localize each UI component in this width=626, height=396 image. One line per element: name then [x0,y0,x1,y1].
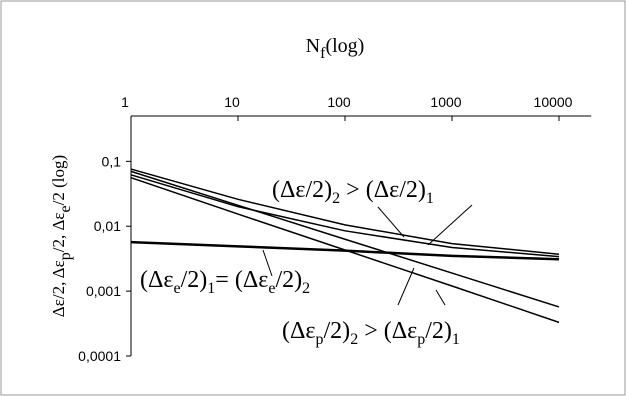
label: Δε/2, Δεp/2, Δεe/2 (log) [49,155,74,317]
x-tick-label: 1 [121,94,129,110]
y-tick-label: 0,0001 [78,348,121,364]
subscript: 2 [332,190,340,207]
subscript: f [320,45,326,62]
subscript: 2 [350,331,358,348]
label-part: > (Δε/2) [340,177,426,203]
x-tick-label: 100 [327,94,351,110]
line [130,174,560,258]
label-part: (Δε/2) [272,177,332,203]
subscript: e [57,205,74,212]
label-part: Δε/2, Δε [49,260,68,317]
x-tick-label: 1000 [430,94,461,110]
label-part: = (Δε [215,267,268,293]
label: (Δεp/2)2 > (Δεp/2)1 [282,318,460,348]
label: (Δε/2)2 > (Δε/2)1 [272,177,434,207]
label-part: (log) [325,35,364,57]
x-tick-label: 10 [224,94,240,110]
label-part: /2, Δε [49,212,68,252]
subscript: p [316,331,324,348]
subscript: 1 [452,331,460,348]
label: (Δεe/2)1= (Δεe/2)2 [140,267,310,297]
x-tick-label: 10000 [534,94,573,110]
label-part: (Δε [282,318,316,344]
line [130,168,560,255]
subscript: 1 [207,280,215,297]
subscript: 2 [302,280,310,297]
subscript: p [57,252,74,260]
label: Nf(log) [306,35,365,62]
subscript: e [174,280,181,297]
y-tick-label: 0,1 [102,153,122,169]
label-part: /2) [425,318,452,344]
label-part: N [306,35,320,57]
line [130,170,560,308]
subscript: e [268,280,275,297]
label-part: > (Δε [358,318,417,344]
label-part: /2) [275,267,302,293]
label-part: (Δε [140,267,174,293]
line [130,176,560,324]
subscript: 1 [426,190,434,207]
label-part: /2) [324,318,351,344]
y-tick-label: 0,01 [94,218,121,234]
y-tick-label: 0,001 [86,283,121,299]
label-part: /2) [181,267,208,293]
label-part: /2 (log) [49,155,68,206]
arrows [262,204,473,306]
subscript: p [417,331,425,348]
